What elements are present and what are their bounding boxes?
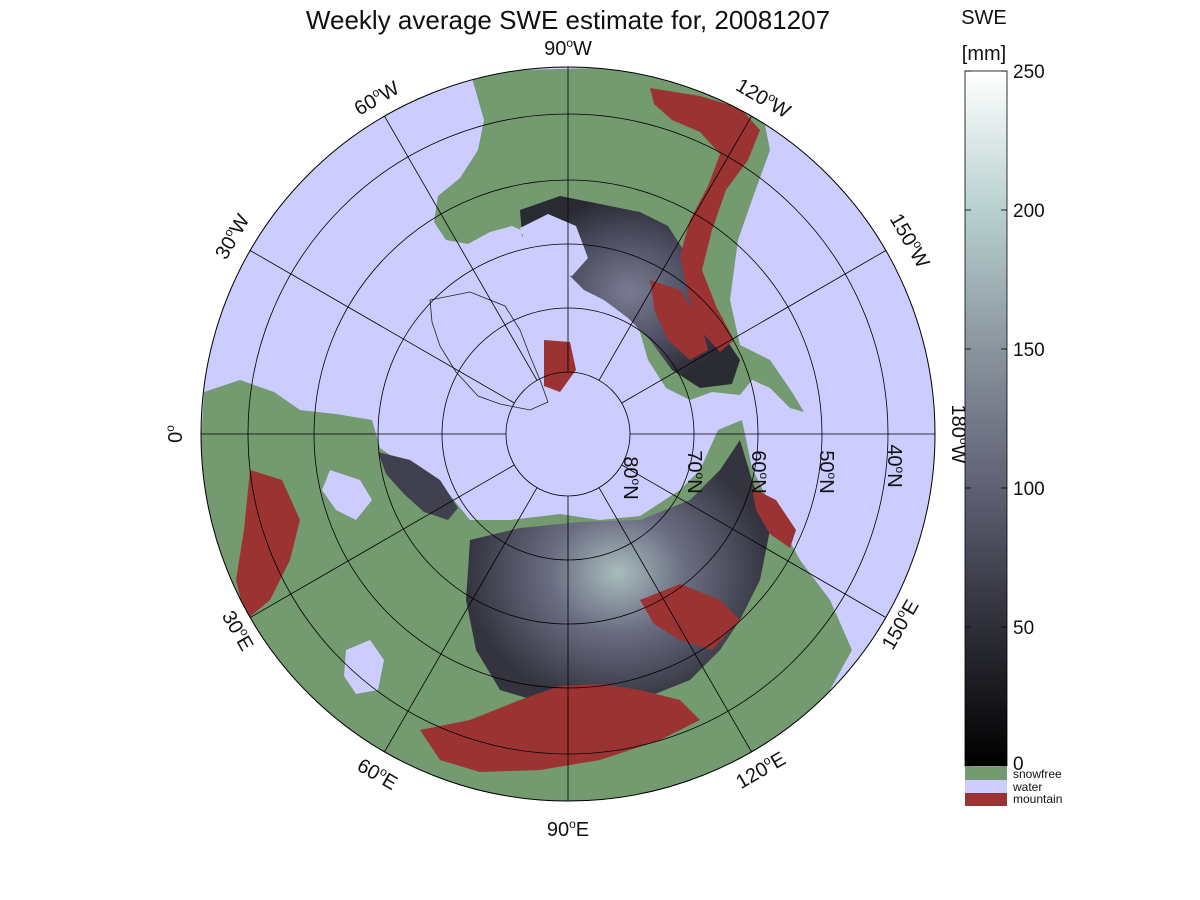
latitude-labels: 80oN 70oN 60oN 50oN 40oN (619, 444, 907, 499)
map-frame (200, 66, 936, 802)
colorbar-tick-label: 200 (1013, 201, 1045, 222)
colorbar-tick-label: 50 (1013, 618, 1034, 639)
map-area (201, 67, 935, 801)
water-caspian (344, 640, 384, 694)
water-baltic (322, 470, 372, 520)
lat-label-60n: 60oN (747, 450, 771, 493)
legend-swatch-snowfree (965, 767, 1007, 780)
meridian-line (384, 115, 538, 381)
colorbar-tick-label: 0 (1013, 754, 1024, 775)
lon-label-180w: 180oW (947, 405, 971, 464)
meridian-line (621, 250, 887, 404)
legend-label-water: water (1012, 780, 1042, 794)
category-legend: snowfree water mountain (965, 767, 1062, 806)
water-hudson-bay (520, 214, 588, 276)
meridian-line (598, 115, 752, 381)
colorbar-ticks: 0 50 100 150 200 250 (965, 62, 1045, 775)
legend-label-mountain: mountain (1013, 792, 1062, 806)
colorbar-title-line2: [mm] (962, 43, 1006, 65)
mountain-alaska (650, 280, 708, 360)
colorbar-tick-label: 150 (1013, 340, 1045, 361)
legend-label-snowfree: snowfree (1013, 767, 1062, 781)
lon-label-90e: 90oE (547, 817, 589, 841)
legend-swatch-mountain (965, 793, 1007, 806)
colorbar-tick-label: 250 (1013, 62, 1045, 83)
meridian-line (598, 487, 752, 753)
legend-swatch-water (965, 780, 1007, 793)
land-alaska-peninsula (740, 345, 804, 412)
lat-label-70n: 70oN (683, 450, 707, 493)
meridian-line (621, 464, 887, 618)
snow-scandinavia (378, 452, 458, 520)
meridian-grid (201, 67, 935, 801)
lat-label-80n: 80oN (619, 456, 643, 499)
lon-label-90w: 90oW (544, 36, 592, 60)
chart-title: Weekly average SWE estimate for, 2008120… (306, 5, 830, 35)
lon-label-60e: 60oE (353, 753, 402, 795)
colorbar-gradient (964, 70, 1008, 767)
lon-label-0: 0o (163, 425, 187, 443)
mountain-kamchatka (752, 488, 796, 548)
meridian-line (249, 250, 515, 404)
land-greenland (429, 291, 549, 411)
lat-label-50n: 50oN (815, 450, 839, 493)
lat-label-40n: 40oN (883, 444, 907, 487)
mountain-siberia (640, 584, 740, 650)
meridian-line (384, 487, 538, 753)
colorbar-title-line1: SWE (961, 7, 1007, 29)
colorbar: SWE [mm] 0 50 100 150 200 250 (961, 7, 1044, 775)
colorbar-tick-label: 100 (1013, 479, 1045, 500)
meridian-line (249, 464, 515, 618)
mountain-himalaya (420, 684, 700, 772)
